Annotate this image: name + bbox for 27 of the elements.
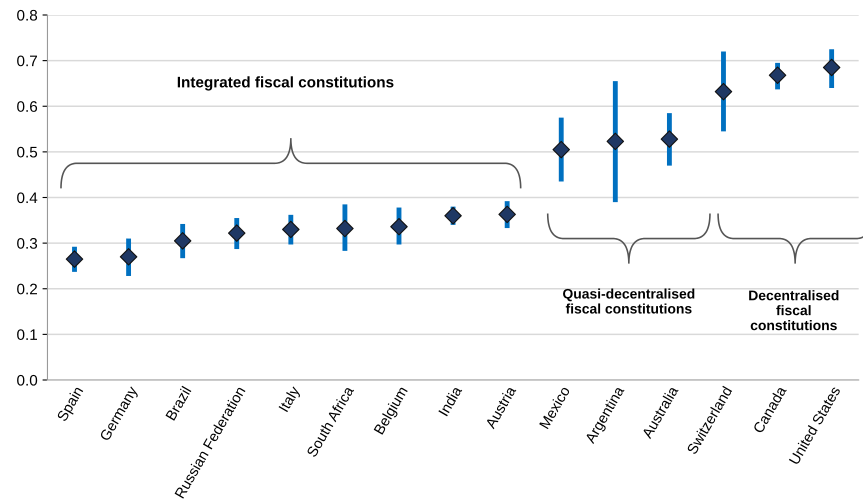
point (498, 206, 516, 224)
point (660, 130, 678, 148)
y-tick-label: 0.0 (17, 374, 38, 386)
point (120, 248, 138, 266)
y-tick-label: 0.8 (17, 10, 38, 21)
point (282, 220, 300, 238)
point (768, 66, 786, 84)
annotation: Decentralised fiscal constitutions (749, 290, 838, 330)
y-tick-label: 0.5 (17, 146, 38, 158)
y-tick-label: 0.4 (17, 192, 38, 204)
point (228, 224, 246, 242)
point (606, 132, 624, 150)
point (174, 232, 192, 250)
point (822, 58, 840, 76)
point (552, 140, 570, 158)
point (390, 218, 408, 236)
annotation: Integrated fiscal constitutions (178, 76, 394, 91)
y-tick-label: 0.3 (17, 238, 38, 249)
y-tick-label: 0.1 (17, 329, 37, 340)
point (444, 206, 462, 225)
y-tick-label: 0.2 (17, 284, 37, 294)
annotation: Quasi-decentralised fiscal constitutions (563, 288, 694, 314)
point (714, 82, 732, 100)
y-tick-label: 0.6 (17, 101, 38, 112)
y-tick-label: 0.7 (17, 55, 37, 66)
point (336, 220, 354, 238)
point (66, 250, 84, 268)
